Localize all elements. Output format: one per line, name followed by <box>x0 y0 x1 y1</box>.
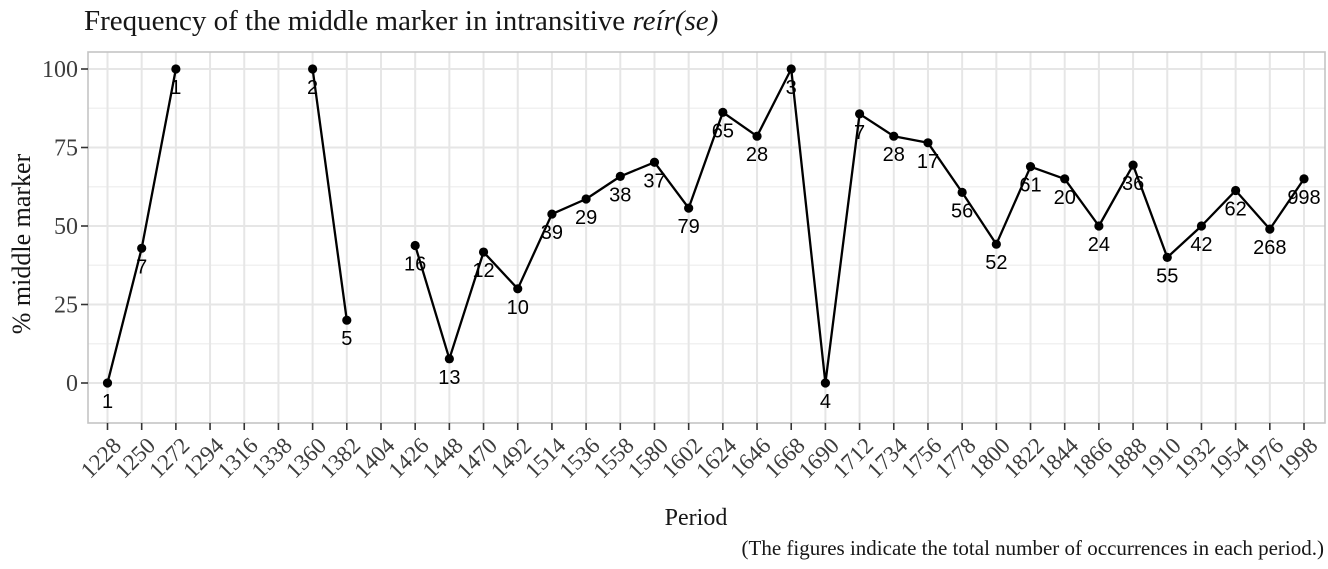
y-axis-title: % middle marker <box>7 153 36 335</box>
data-point <box>923 138 933 148</box>
data-point <box>513 284 523 294</box>
trend-line-segment <box>311 67 348 322</box>
figure-caption: (The figures indicate the total number o… <box>741 536 1325 560</box>
data-point <box>718 107 728 117</box>
point-occurrence-label: 7 <box>136 256 147 278</box>
point-occurrence-label: 7 <box>854 122 865 144</box>
point-occurrence-label: 56 <box>951 200 973 222</box>
data-point <box>547 209 557 219</box>
point-occurrence-label: 17 <box>917 151 939 173</box>
point-occurrence-label: 52 <box>985 252 1007 274</box>
point-occurrence-label: 998 <box>1287 187 1320 209</box>
panel-border <box>87 51 1326 424</box>
point-occurrence-label: 20 <box>1054 187 1076 209</box>
data-point <box>1094 221 1104 231</box>
point-occurrence-label: 65 <box>712 120 734 142</box>
data-point <box>102 378 113 388</box>
data-point <box>1128 160 1138 170</box>
data-point <box>1231 185 1241 196</box>
x-axis-title: Period <box>664 505 728 531</box>
point-occurrence-label: 10 <box>507 297 529 319</box>
data-point <box>957 187 967 198</box>
point-occurrence-label: 62 <box>1225 199 1247 221</box>
data-point <box>615 171 625 181</box>
point-occurrence-label: 5 <box>341 328 352 350</box>
y-tick-label: 75 <box>54 136 78 162</box>
point-occurrence-label: 16 <box>404 253 426 275</box>
point-occurrence-label: 28 <box>883 144 905 166</box>
data-point <box>1265 224 1275 234</box>
data-point <box>752 131 762 141</box>
point-occurrence-label: 79 <box>678 216 700 238</box>
point-occurrence-label: 29 <box>575 207 597 229</box>
data-point <box>1060 174 1070 184</box>
data-point <box>137 243 147 253</box>
data-point <box>308 64 318 74</box>
data-point <box>1162 252 1172 262</box>
x-tick-label: 1998 <box>1272 433 1322 483</box>
point-occurrence-label: 12 <box>472 260 494 282</box>
data-point <box>1025 162 1036 172</box>
point-occurrence-label: 28 <box>746 144 768 166</box>
point-occurrence-label: 55 <box>1156 265 1178 287</box>
chart-title: Frequency of the middle marker in intran… <box>84 5 718 38</box>
point-occurrence-label: 2 <box>307 77 318 99</box>
point-occurrence-label: 24 <box>1088 234 1110 256</box>
data-point <box>786 64 796 74</box>
data-point <box>649 157 660 167</box>
data-point <box>410 240 420 251</box>
point-occurrence-label: 36 <box>1122 173 1144 195</box>
data-point <box>820 378 831 388</box>
data-point <box>684 203 694 213</box>
y-tick-label: 0 <box>66 371 78 397</box>
chart-title-text: Frequency of the middle marker in intran… <box>84 5 633 37</box>
point-occurrence-label: 38 <box>609 184 631 206</box>
y-tick-label: 25 <box>54 293 78 319</box>
point-occurrence-label: 268 <box>1253 237 1286 259</box>
data-point <box>1299 174 1309 184</box>
point-occurrence-label: 3 <box>786 77 797 99</box>
data-point <box>444 354 454 364</box>
data-point <box>171 64 181 74</box>
data-point <box>854 109 865 119</box>
y-tick-label: 100 <box>42 57 78 83</box>
point-occurrence-label: 4 <box>820 391 831 413</box>
data-point <box>581 194 591 204</box>
y-tick-label: 50 <box>54 214 78 240</box>
point-occurrence-label: 1 <box>102 391 113 413</box>
data-point <box>991 239 1001 249</box>
point-occurrence-label: 61 <box>1019 175 1041 197</box>
point-occurrence-label: 37 <box>643 170 665 192</box>
data-point <box>889 131 899 141</box>
data-point <box>342 315 352 325</box>
point-occurrence-label: 13 <box>438 367 460 389</box>
data-point <box>1196 221 1207 231</box>
point-occurrence-label: 42 <box>1190 234 1212 256</box>
chart-title-italic-text: reír(se) <box>632 5 719 37</box>
data-point <box>478 247 489 257</box>
point-occurrence-label: 39 <box>541 222 563 244</box>
point-occurrence-label: 1 <box>170 77 181 99</box>
